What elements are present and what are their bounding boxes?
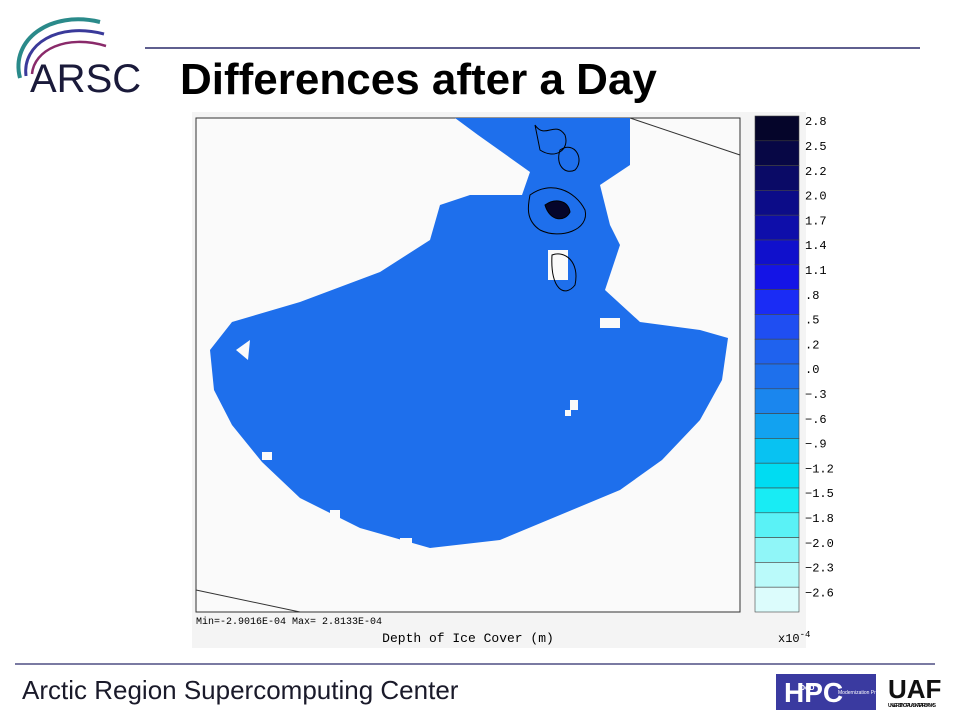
projection-edge bbox=[629, 117, 741, 156]
colorbar-swatch bbox=[754, 586, 800, 613]
colorbar-swatch bbox=[754, 413, 800, 439]
colorbar-label: 2.5 bbox=[805, 140, 827, 154]
colorbar-swatch bbox=[754, 314, 800, 340]
colorbar-label: −1.8 bbox=[805, 512, 834, 526]
colorbar-label: .5 bbox=[805, 314, 819, 328]
dod-text: DoD bbox=[800, 685, 814, 692]
colorbar-label: .2 bbox=[805, 338, 819, 352]
colorbar-label: 2.8 bbox=[805, 115, 827, 129]
colorbar-swatch bbox=[754, 562, 800, 588]
colorbar-label: 2.2 bbox=[805, 165, 827, 179]
colorbar-label: 1.4 bbox=[805, 239, 827, 253]
colorbar-swatch bbox=[754, 487, 800, 514]
colorbar-label: −2.3 bbox=[805, 562, 834, 576]
exponent: -4 bbox=[800, 630, 811, 640]
program-text: Modernization Program bbox=[838, 690, 890, 696]
hpc-text: HPC bbox=[784, 677, 843, 708]
colorbar-label: 2.0 bbox=[805, 190, 827, 204]
multiplier: x10 bbox=[778, 632, 800, 646]
colorbar-label: −.3 bbox=[805, 388, 827, 402]
colorbar-swatch bbox=[754, 115, 800, 142]
uaf-text: UAF bbox=[888, 674, 941, 704]
colorbar-swatch bbox=[754, 462, 800, 489]
logo-arc bbox=[16, 17, 101, 79]
colorbar-label: −1.5 bbox=[805, 487, 834, 501]
colorbar-label: .8 bbox=[805, 289, 819, 303]
map-caption: Depth of Ice Cover (m) bbox=[382, 631, 554, 646]
ice-difference-field bbox=[210, 118, 728, 548]
colorbar-multiplier: x10-4 bbox=[778, 630, 810, 646]
colorbar-label: .0 bbox=[805, 363, 819, 377]
arsc-logo: ARSC bbox=[16, 17, 141, 101]
contours bbox=[527, 124, 586, 292]
colorbar-label: −2.6 bbox=[805, 586, 834, 600]
colorbar-label: −.9 bbox=[805, 438, 827, 452]
map-stats: Min=-2.9016E-04 Max= 2.8133E-04 bbox=[196, 616, 382, 628]
colorbar-label: −.6 bbox=[805, 413, 827, 427]
colorbar-swatch bbox=[754, 512, 800, 538]
colorbar-swatch bbox=[754, 239, 800, 266]
hpc-logo bbox=[776, 674, 876, 710]
colorbar-label: 1.7 bbox=[805, 214, 827, 228]
colorbar-swatch bbox=[754, 388, 800, 414]
colorbar-swatch bbox=[754, 338, 800, 365]
slide-title: Differences after a Day bbox=[180, 55, 657, 104]
uaf-subtext: UNIVERSITY OF ALASKA FAIRBANKS bbox=[888, 703, 937, 709]
colorbar-label: −1.2 bbox=[805, 462, 834, 476]
logo-arc bbox=[24, 29, 105, 77]
coast-islands bbox=[236, 250, 730, 546]
colorbar-swatch bbox=[754, 190, 800, 216]
colorbar-swatch bbox=[754, 537, 800, 563]
colorbar-swatch bbox=[754, 140, 800, 166]
colorbar-swatch bbox=[754, 264, 800, 290]
logo-arc bbox=[30, 40, 107, 75]
colorbar-swatch bbox=[754, 363, 800, 390]
logo-text: ARSC bbox=[30, 57, 141, 101]
colorbar: 2.8 2.5 2.2 2.0 1.7 1.4 1.1 .8 .5 .2 .0 −.3 −.6 −.9 −1… bbox=[754, 115, 834, 613]
colorbar-label: 1.1 bbox=[805, 264, 827, 278]
colorbar-swatch bbox=[754, 438, 800, 464]
colorbar-swatch bbox=[754, 289, 800, 315]
projection-edge bbox=[195, 589, 301, 613]
colorbar-swatch bbox=[754, 165, 800, 191]
colorbar-label: −2.0 bbox=[805, 537, 834, 551]
colorbar-swatch bbox=[754, 214, 800, 241]
footer-text: Arctic Region Supercomputing Center bbox=[22, 675, 459, 705]
